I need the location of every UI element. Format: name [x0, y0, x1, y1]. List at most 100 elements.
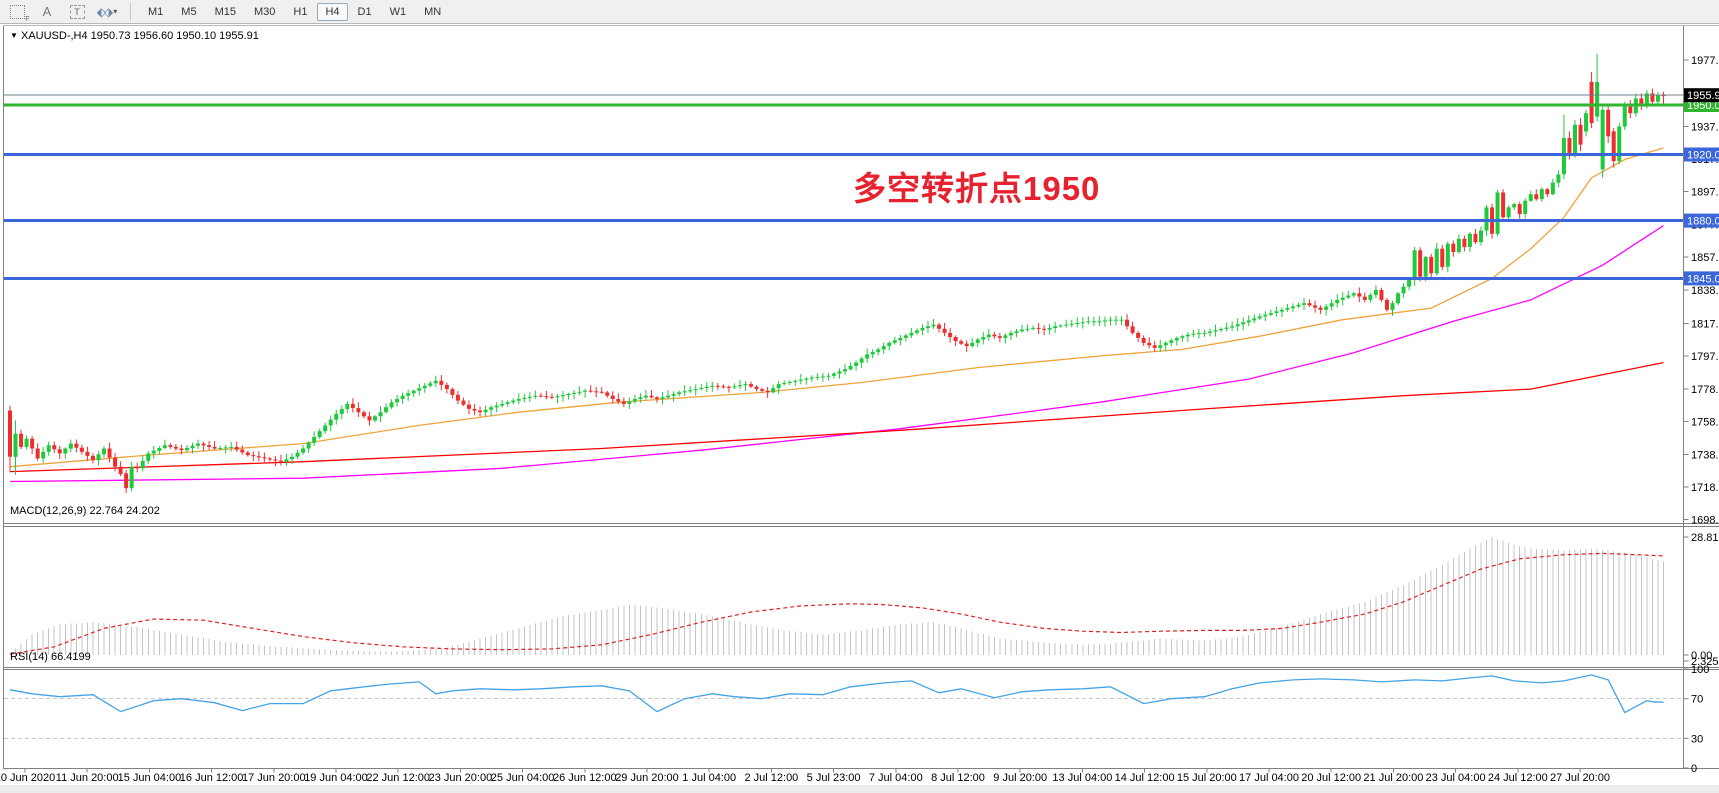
candle-bull-body [1351, 293, 1356, 296]
candle-bull-body [793, 380, 798, 382]
candle-bull-body [1257, 316, 1262, 319]
candle-bull-body [1373, 290, 1378, 295]
timeframe-button-d1[interactable]: D1 [357, 5, 372, 18]
candle-bull-body [798, 379, 803, 381]
time-label: 17 Jun 20:00 [242, 772, 306, 784]
candle-bear-body [588, 390, 593, 392]
cursor-grid-icon[interactable] [4, 2, 30, 23]
candle-bear-body [765, 390, 770, 393]
price-tick-label: 1937.1 [1691, 121, 1719, 133]
macd-pane[interactable] [9, 537, 1664, 655]
candle-bull-body [1407, 280, 1412, 287]
candle-bull-body [102, 448, 107, 455]
candle-bull-body [688, 390, 693, 392]
candle-bull-body [301, 448, 306, 453]
candle-bear-body [278, 460, 283, 462]
timeframe-button-m1[interactable]: M1 [148, 5, 164, 18]
price-axis: 1977.31937.11917.31897.51877.71857.91838… [1683, 55, 1719, 527]
time-label: 2 Jul 12:00 [744, 772, 798, 784]
candle-bear-body [444, 384, 449, 389]
price-tick-label: 1758.3 [1691, 417, 1719, 429]
time-label: 23 Jul 04:00 [1426, 772, 1486, 784]
candle-bull-body [804, 378, 809, 380]
cycle-arrows-icon[interactable]: ⬖⬗ ▾ [94, 2, 120, 22]
candle-bear-body [1578, 124, 1583, 145]
candle-bear-body [1650, 93, 1655, 102]
price-level-box-label: 1845.0 [1687, 273, 1719, 285]
candle-bull-body [46, 445, 51, 452]
toolbar: A T ⬖⬗▾ M1 M5 M15 M30 H1 H4 D1 W1 MN [0, 0, 1719, 24]
candle-bull-body [920, 327, 925, 331]
candle-bear-body [1440, 248, 1445, 267]
candle-bear-body [1628, 106, 1633, 114]
time-label: 8 Jul 12:00 [931, 772, 985, 784]
candle-bull-body [1523, 200, 1528, 214]
rsi-pane[interactable] [4, 674, 1683, 739]
timeframe-button-w1[interactable]: W1 [389, 5, 407, 18]
candle-bull-body [1224, 327, 1229, 329]
candle-bull-body [1169, 340, 1174, 343]
candle-bull-body [1191, 333, 1196, 335]
candle-bull-body [826, 375, 831, 377]
candle-bull-body [1108, 319, 1113, 321]
candle-bull-body [1263, 314, 1268, 317]
candle-bear-body [74, 443, 79, 448]
text-box-icon[interactable]: T [64, 2, 90, 22]
candle-bear-body [1567, 138, 1572, 153]
candle-bull-body [732, 386, 737, 388]
time-label: 15 Jul 20:00 [1177, 772, 1237, 784]
time-label: 10 Jun 2020 [0, 772, 55, 784]
ma-fast-orange-line [9, 147, 1664, 468]
candle-bull-body [1230, 326, 1235, 328]
candle-bull-body [572, 392, 577, 394]
symbol-label: XAUUSD-,H4 [20, 30, 88, 42]
candle-bear-body [754, 386, 759, 390]
candle-bull-body [693, 389, 698, 391]
candle-bull-body [865, 354, 870, 359]
candle-bull-body [339, 408, 344, 414]
dropdown-caret-icon[interactable]: ▾ [113, 7, 118, 16]
price-pane[interactable] [4, 53, 1683, 494]
candle-bull-body [771, 388, 776, 393]
timeframe-button-m15[interactable]: M15 [214, 5, 236, 18]
candle-bull-body [184, 448, 189, 451]
time-label: 26 Jun 12:00 [553, 772, 617, 784]
candle-bull-body [389, 402, 394, 408]
timeframe-button-h1[interactable]: H1 [293, 5, 308, 18]
candle-bull-body [1047, 327, 1052, 330]
candle-bull-body [1617, 126, 1622, 162]
candle-bull-body [395, 399, 400, 403]
ma-slow-red-line [9, 361, 1664, 473]
candle-bear-body [455, 394, 460, 401]
label-a-icon[interactable]: A [42, 4, 52, 19]
chart-canvas[interactable]: 1977.31937.11917.31897.51877.71857.91838… [0, 24, 1719, 793]
candle-bear-body [267, 458, 272, 460]
current-price-box [1684, 88, 1719, 103]
candle-bear-body [79, 447, 84, 452]
candle-bear-body [1036, 327, 1041, 329]
price-tick-label: 1738.5 [1691, 449, 1719, 461]
candle-bear-body [439, 380, 444, 385]
price-tick-label: 1857.9 [1691, 252, 1719, 264]
timeframe-button-mn[interactable]: MN [424, 5, 442, 18]
candle-bull-body [1158, 345, 1163, 348]
chart-window[interactable]: 1977.31937.11917.31897.51877.71857.91838… [0, 24, 1719, 793]
candle-bull-body [1213, 330, 1218, 332]
timeframe-button-h4[interactable]: H4 [317, 2, 348, 21]
candle-bull-body [411, 390, 416, 394]
candle-bear-body [478, 410, 483, 413]
collapse-triangle-icon[interactable]: ▼ [10, 31, 18, 40]
candle-bull-body [1185, 334, 1190, 337]
candle-bear-body [749, 384, 754, 387]
candle-bull-body [782, 383, 787, 385]
timeframe-button-m30[interactable]: M30 [253, 5, 276, 18]
price-tick-label: 1718.7 [1691, 482, 1719, 494]
candle-bull-body [677, 392, 682, 395]
candle-bull-body [887, 342, 892, 347]
candle-bear-body [90, 455, 95, 460]
candle-bear-body [1534, 194, 1539, 200]
timeframe-button-m5[interactable]: M5 [181, 5, 197, 18]
candle-bull-body [157, 448, 162, 451]
candle-bull-body [1180, 336, 1185, 338]
